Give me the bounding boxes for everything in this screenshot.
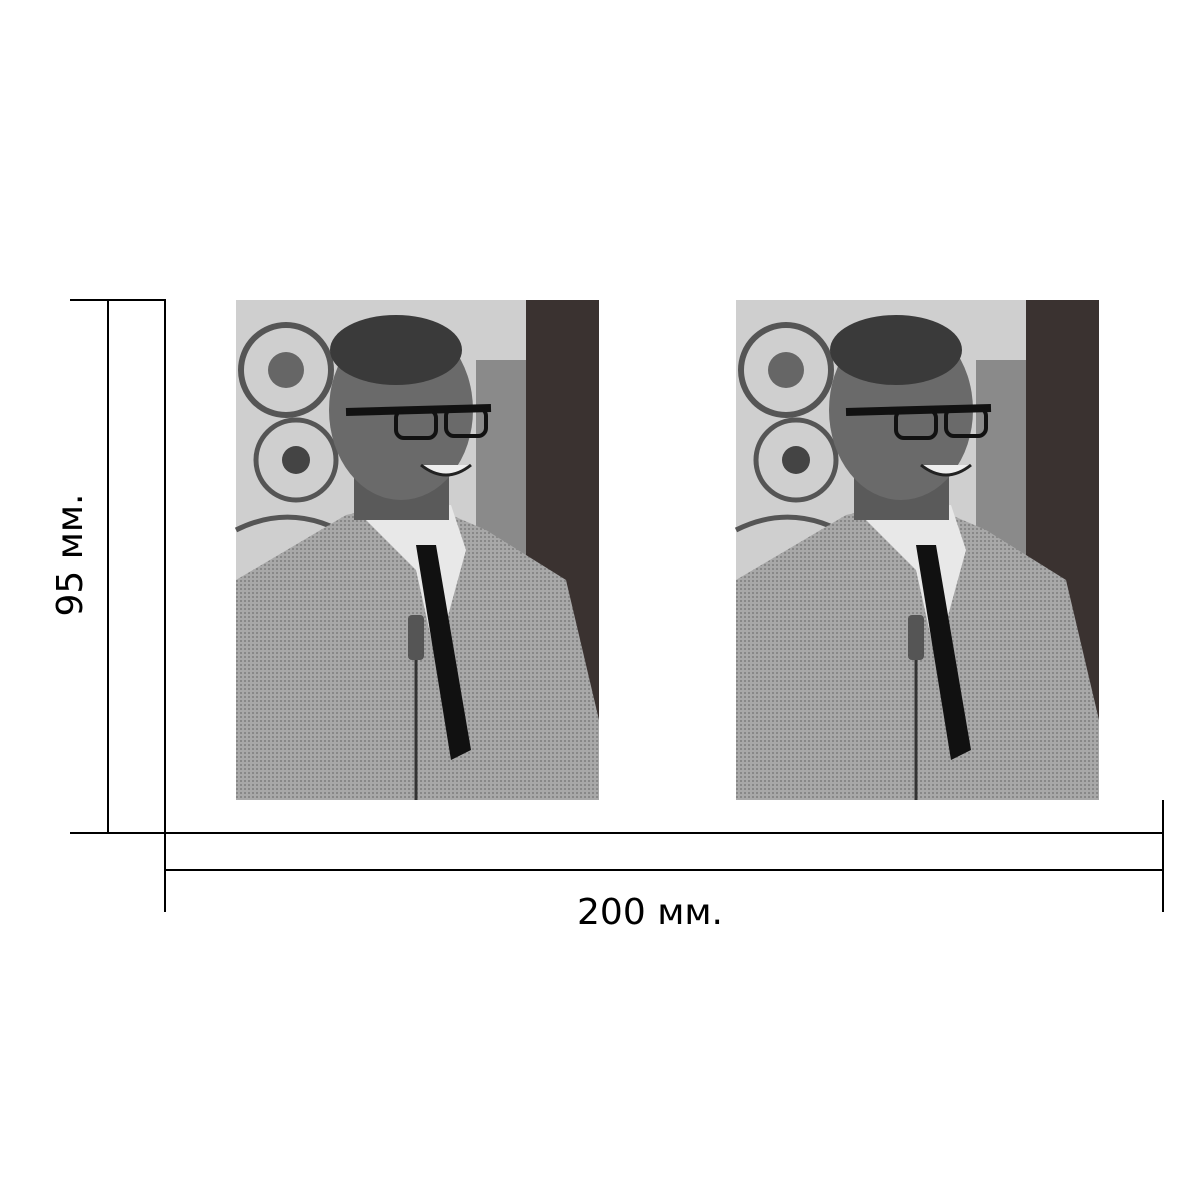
height-dimension: 95 мм. <box>50 299 166 834</box>
width-label: 200 мм. <box>577 892 723 933</box>
product-photo <box>736 300 1099 800</box>
product-photo <box>236 300 599 800</box>
width-dimension: 200 мм. <box>164 800 1164 933</box>
height-label: 95 мм. <box>50 493 91 616</box>
